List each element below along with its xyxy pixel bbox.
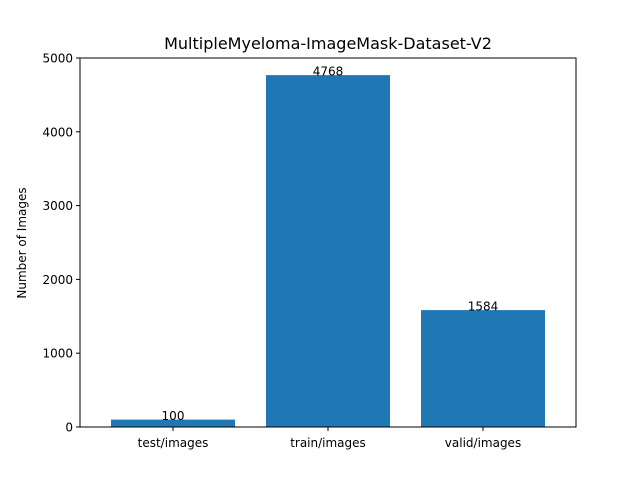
bar-test-images: [111, 419, 235, 427]
y-axis-label: Number of Images: [15, 187, 29, 298]
y-axis: 0 1000 2000 3000 4000 5000: [42, 52, 80, 435]
bar-value-label: 1584: [468, 300, 499, 314]
y-tick-label: 4000: [42, 125, 73, 139]
plot-frame: [79, 57, 577, 428]
chart-title: MultipleMyeloma-ImageMask-Dataset-V2: [164, 34, 492, 53]
bar-value-label: 100: [162, 409, 185, 423]
bar-valid-images: [421, 310, 545, 427]
y-tick-label: 5000: [42, 52, 73, 66]
y-tick-label: 0: [65, 421, 73, 435]
bar-train-images: [266, 75, 390, 428]
y-tick-label: 1000: [42, 347, 73, 361]
x-tick-label: test/images: [138, 436, 209, 450]
x-tick-label: valid/images: [445, 436, 521, 450]
bar-value-label: 4768: [313, 65, 344, 79]
y-tick-label: 3000: [42, 199, 73, 213]
y-tick-label: 2000: [42, 273, 73, 287]
x-axis: test/images train/images valid/images: [138, 427, 521, 450]
x-tick-label: train/images: [290, 436, 366, 450]
bars-group: [111, 75, 545, 428]
value-labels-group: 100 4768 1584: [162, 65, 499, 423]
